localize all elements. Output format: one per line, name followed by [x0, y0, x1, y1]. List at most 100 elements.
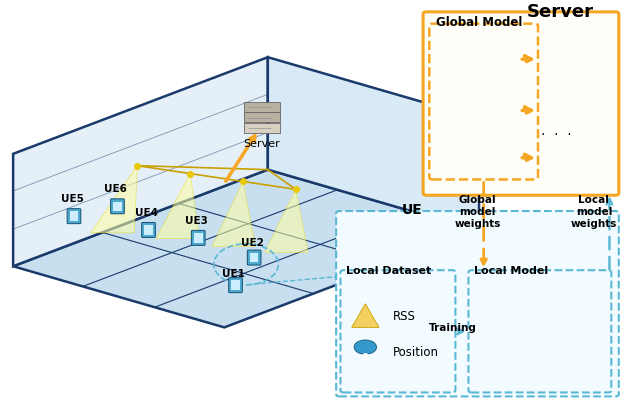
Text: Local Model: Local Model — [474, 266, 548, 276]
Polygon shape — [352, 304, 379, 328]
Circle shape — [456, 153, 469, 161]
FancyBboxPatch shape — [192, 231, 205, 246]
Text: UE1: UE1 — [222, 269, 245, 278]
Circle shape — [570, 108, 581, 115]
Circle shape — [551, 140, 562, 147]
Circle shape — [494, 319, 507, 328]
FancyBboxPatch shape — [469, 271, 612, 392]
Text: UE6: UE6 — [104, 184, 127, 194]
Circle shape — [565, 298, 578, 306]
Circle shape — [551, 24, 562, 31]
Circle shape — [456, 107, 469, 115]
Circle shape — [532, 35, 544, 42]
FancyBboxPatch shape — [250, 253, 258, 263]
Circle shape — [551, 118, 562, 126]
Circle shape — [532, 108, 544, 115]
Text: ·  ·  ·: · · · — [542, 128, 572, 142]
FancyBboxPatch shape — [231, 281, 240, 290]
Circle shape — [456, 61, 469, 70]
Circle shape — [565, 362, 578, 371]
FancyBboxPatch shape — [243, 103, 280, 113]
Circle shape — [570, 78, 581, 85]
FancyBboxPatch shape — [336, 211, 619, 396]
FancyBboxPatch shape — [194, 234, 203, 243]
FancyBboxPatch shape — [70, 212, 79, 222]
Circle shape — [570, 129, 581, 136]
FancyBboxPatch shape — [228, 278, 242, 293]
Circle shape — [502, 72, 516, 81]
Circle shape — [551, 97, 562, 104]
FancyBboxPatch shape — [247, 250, 261, 265]
Polygon shape — [13, 170, 479, 328]
Polygon shape — [212, 182, 255, 247]
Circle shape — [541, 308, 555, 317]
Circle shape — [551, 166, 562, 173]
FancyBboxPatch shape — [243, 113, 280, 123]
Circle shape — [517, 352, 531, 360]
FancyBboxPatch shape — [341, 271, 456, 392]
Circle shape — [551, 46, 562, 53]
Text: UE2: UE2 — [241, 237, 264, 247]
Circle shape — [517, 330, 531, 339]
Text: UE: UE — [401, 202, 422, 216]
Circle shape — [570, 155, 581, 162]
Circle shape — [551, 188, 562, 194]
Circle shape — [570, 86, 581, 93]
Circle shape — [456, 84, 469, 93]
Circle shape — [551, 75, 562, 82]
FancyBboxPatch shape — [110, 199, 124, 214]
Text: Local Dataset: Local Dataset — [346, 266, 431, 276]
Circle shape — [532, 155, 544, 162]
Circle shape — [432, 141, 446, 150]
Circle shape — [551, 144, 562, 151]
Circle shape — [541, 373, 555, 382]
Circle shape — [479, 61, 493, 70]
Circle shape — [551, 67, 562, 75]
Circle shape — [532, 133, 544, 140]
Circle shape — [479, 153, 493, 161]
Circle shape — [570, 177, 581, 183]
Circle shape — [494, 341, 507, 350]
Circle shape — [517, 308, 531, 317]
Circle shape — [565, 341, 578, 350]
Circle shape — [532, 129, 544, 136]
Text: Server: Server — [243, 139, 280, 149]
Polygon shape — [265, 190, 308, 253]
Circle shape — [517, 373, 531, 382]
Circle shape — [565, 319, 578, 328]
FancyBboxPatch shape — [429, 25, 538, 180]
Circle shape — [532, 177, 544, 183]
Circle shape — [494, 362, 507, 371]
Polygon shape — [156, 174, 200, 239]
Circle shape — [502, 141, 516, 150]
FancyBboxPatch shape — [142, 223, 155, 238]
Circle shape — [502, 118, 516, 127]
Text: RSS: RSS — [393, 309, 416, 322]
Circle shape — [479, 130, 493, 139]
Circle shape — [541, 330, 555, 339]
Circle shape — [551, 122, 562, 130]
Circle shape — [479, 107, 493, 115]
Circle shape — [532, 78, 544, 85]
Polygon shape — [13, 58, 268, 266]
Text: UE5: UE5 — [61, 194, 84, 204]
Text: Global
model
weights: Global model weights — [454, 195, 501, 228]
FancyBboxPatch shape — [67, 209, 81, 224]
Circle shape — [570, 56, 581, 64]
Text: UE4: UE4 — [135, 207, 158, 217]
Text: Local
model
weights: Local model weights — [571, 195, 617, 228]
Circle shape — [551, 89, 562, 96]
Circle shape — [502, 96, 516, 104]
Circle shape — [532, 86, 544, 93]
Circle shape — [432, 118, 446, 127]
FancyBboxPatch shape — [144, 226, 153, 235]
FancyBboxPatch shape — [423, 13, 619, 196]
Text: Global Model: Global Model — [436, 16, 522, 29]
Circle shape — [494, 298, 507, 306]
FancyBboxPatch shape — [113, 202, 122, 211]
FancyBboxPatch shape — [243, 124, 280, 133]
Circle shape — [517, 287, 531, 295]
Circle shape — [479, 84, 493, 93]
Polygon shape — [90, 166, 137, 233]
Circle shape — [456, 130, 469, 139]
